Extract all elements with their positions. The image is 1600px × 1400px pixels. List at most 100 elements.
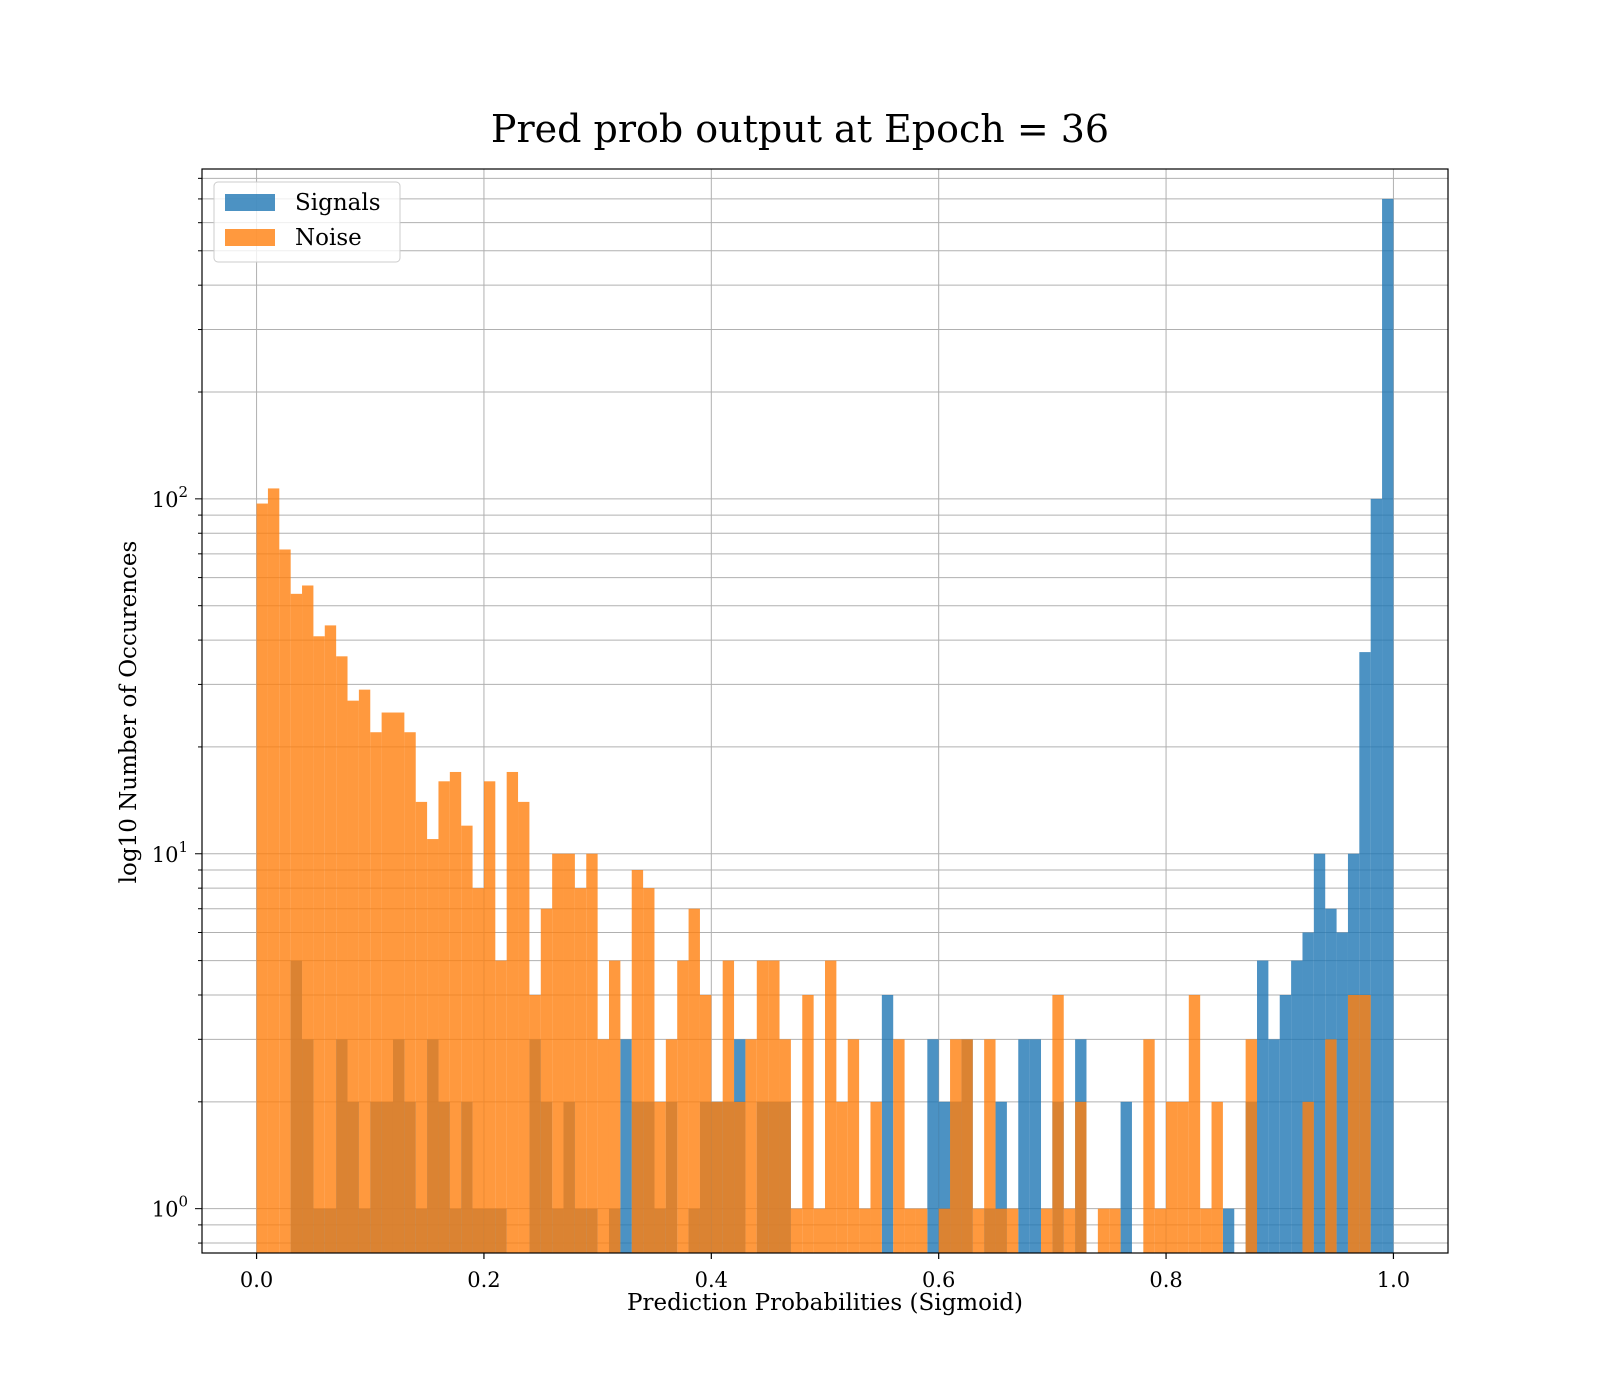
y-tick-base: 10 <box>152 488 179 512</box>
y-tick-exponent: 2 <box>178 483 188 501</box>
x-tick-label: 0.6 <box>922 1268 955 1292</box>
bar-noise <box>597 1039 609 1253</box>
bar-signals <box>938 1101 951 1253</box>
bar-noise <box>1154 1208 1167 1253</box>
legend-swatch-noise <box>225 229 275 246</box>
bar-noise <box>972 1208 985 1253</box>
bar-signals <box>1029 1039 1042 1253</box>
x-tick-label: 0.2 <box>467 1268 500 1292</box>
bar-noise <box>722 960 735 1253</box>
y-tick-label: 101 <box>152 838 188 867</box>
plot-frame <box>201 168 1449 1254</box>
bar-noise <box>302 585 314 1253</box>
bar-noise <box>665 1039 678 1253</box>
bar-noise <box>483 781 496 1253</box>
bar-signals <box>620 1039 632 1253</box>
bar-signals <box>1120 1101 1132 1253</box>
bar-noise <box>1325 1039 1337 1253</box>
bars <box>256 198 1394 1254</box>
bar-noise <box>574 888 587 1253</box>
bar-noise <box>529 994 541 1253</box>
y-axis-label: log10 Number of Occurences <box>116 541 142 884</box>
bar-noise <box>654 1101 666 1253</box>
y-tick-exponent: 1 <box>178 838 188 856</box>
bar-signals <box>1302 932 1314 1253</box>
bar-signals <box>1313 853 1326 1253</box>
bar-noise <box>802 994 814 1253</box>
bar-noise <box>1302 1101 1314 1253</box>
bar-noise <box>381 712 393 1253</box>
legend-label-signals: Signals <box>295 190 381 216</box>
bar-noise <box>790 1208 803 1253</box>
bar-noise <box>950 1039 962 1253</box>
bar-noise <box>449 771 462 1253</box>
bar-signals <box>1257 960 1269 1253</box>
bar-noise <box>1166 1101 1178 1253</box>
bar-noise <box>1109 1208 1121 1253</box>
bar-noise <box>518 801 530 1253</box>
bar-noise <box>256 503 268 1253</box>
bar-noise <box>734 1101 746 1253</box>
bar-noise <box>847 1039 860 1253</box>
bar-noise <box>461 825 473 1253</box>
bar-noise <box>1177 1101 1189 1253</box>
bar-signals <box>1370 498 1383 1253</box>
bar-noise <box>1143 1039 1155 1253</box>
y-tick-label: 100 <box>152 1193 188 1222</box>
bar-noise <box>608 960 621 1253</box>
bar-noise <box>1097 1208 1110 1253</box>
bar-noise <box>279 549 291 1253</box>
bar-signals <box>1336 932 1348 1253</box>
bar-signals <box>1279 994 1292 1253</box>
bar-signals <box>1382 198 1394 1253</box>
x-tick-label: 0.4 <box>695 1268 728 1292</box>
bar-noise <box>1041 1208 1053 1253</box>
bar-noise <box>1245 1039 1258 1253</box>
bar-noise <box>324 625 337 1253</box>
bar-noise <box>699 994 712 1253</box>
bar-noise <box>995 1208 1007 1253</box>
x-tick-label: 1.0 <box>1377 1268 1410 1292</box>
bar-noise <box>540 908 553 1253</box>
bar-noise <box>404 732 416 1253</box>
bar-noise <box>825 960 837 1253</box>
bar-noise <box>1200 1208 1212 1253</box>
y-tick-exponent: 0 <box>178 1193 188 1211</box>
bar-noise <box>836 1101 848 1253</box>
bar-noise <box>779 1039 791 1253</box>
bar-noise <box>813 1208 825 1253</box>
y-tick-base: 10 <box>152 1198 179 1222</box>
chart-title: Pred prob output at Epoch = 36 <box>491 107 1109 151</box>
bar-signals <box>995 1101 1007 1253</box>
bar-noise <box>859 1208 871 1253</box>
bar-noise <box>506 771 519 1253</box>
bar-noise <box>688 908 700 1253</box>
bar-noise <box>563 853 575 1253</box>
bar-signals <box>1018 1039 1030 1253</box>
bar-noise <box>438 781 450 1253</box>
bar-noise <box>347 700 359 1253</box>
bar-noise <box>290 593 303 1253</box>
bar-noise <box>1211 1101 1223 1253</box>
bar-noise <box>370 732 382 1253</box>
bar-noise <box>768 960 780 1253</box>
bar-noise <box>893 1039 905 1253</box>
bar-noise <box>552 853 564 1253</box>
y-tick-label: 102 <box>152 483 188 512</box>
bar-noise <box>1075 1101 1087 1253</box>
y-tick-base: 10 <box>152 843 179 867</box>
bar-noise <box>495 960 507 1253</box>
bar-signals <box>1359 652 1371 1253</box>
bar-noise <box>472 888 484 1253</box>
x-tick-label: 0.8 <box>1149 1268 1182 1292</box>
bar-noise <box>1006 1208 1019 1253</box>
bar-noise <box>938 1208 951 1253</box>
bar-noise <box>745 1039 757 1253</box>
bar-noise <box>358 689 371 1253</box>
bar-noise <box>631 869 644 1253</box>
bar-noise <box>870 1101 882 1253</box>
legend-swatch-signals <box>225 194 275 211</box>
bar-signals <box>881 994 894 1253</box>
